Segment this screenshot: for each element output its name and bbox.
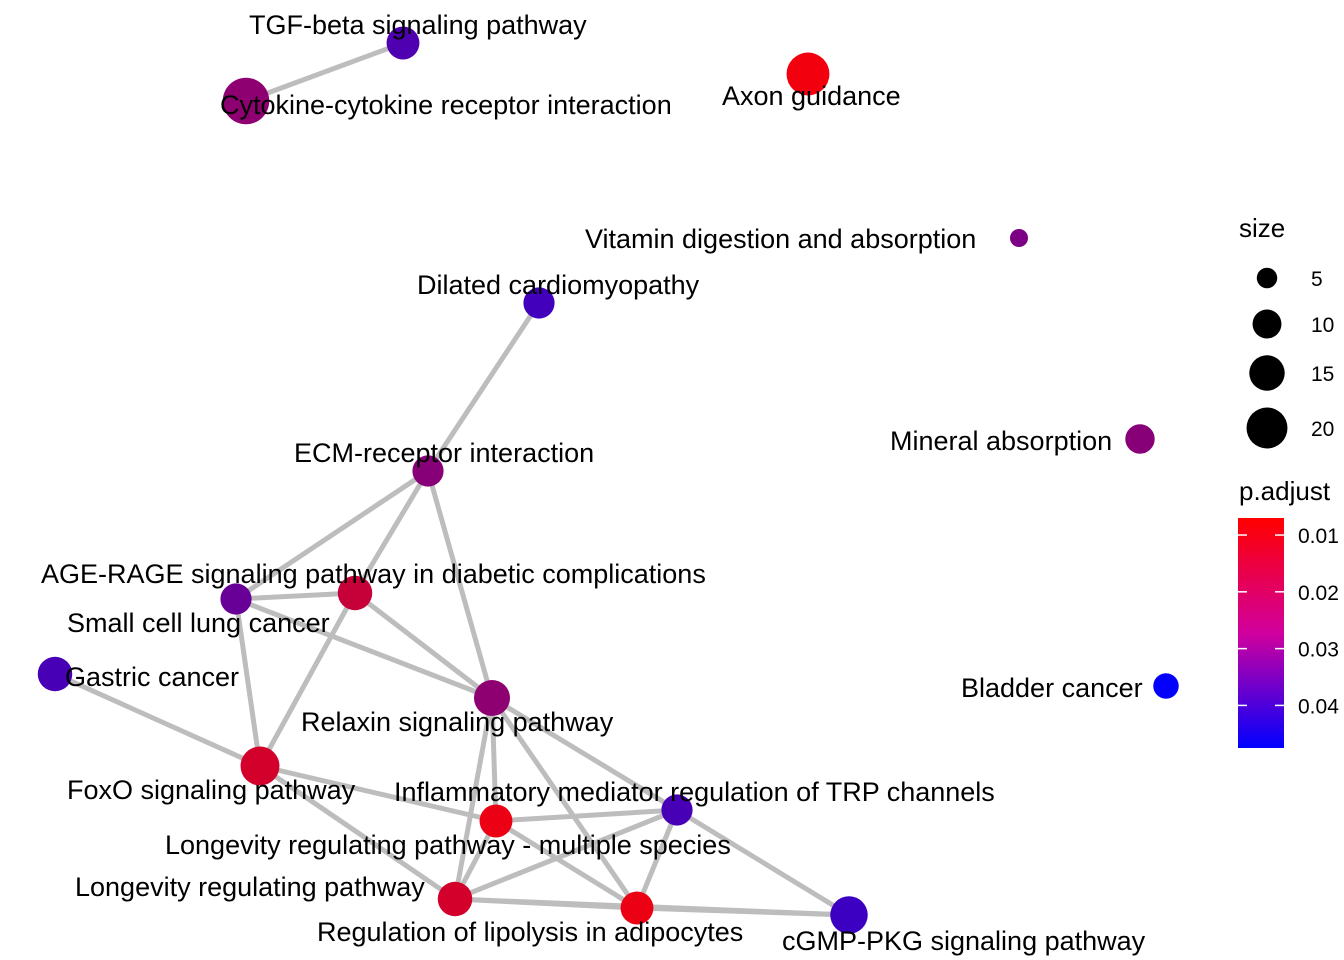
color-tick-label-0.02: 0.02 <box>1298 582 1339 605</box>
color-legend-ticks: 0.01 0.02 0.03 0.04 <box>1238 525 1339 718</box>
node-label-dilated: Dilated cardiomyopathy <box>417 270 700 300</box>
edge-longmulti-inflam <box>493 807 680 824</box>
node-mineral[interactable] <box>1125 424 1155 454</box>
node-layer <box>37 26 1179 934</box>
edge-ecm-smallcell <box>233 468 431 602</box>
node-cgmp[interactable] <box>830 896 868 934</box>
color-bar <box>1238 518 1284 748</box>
node-vitamin[interactable] <box>1009 228 1029 248</box>
edge-relaxin-inflam <box>489 695 680 813</box>
edge-inflam-longevity <box>452 807 680 902</box>
node-inflam[interactable] <box>661 794 693 826</box>
legend: size 5 10 15 20 p.adjust 0.01 0.02 0.03 0.04 <box>1238 213 1339 748</box>
edge-inflam-cgmp <box>674 807 852 918</box>
node-label-gastric: Gastric cancer <box>65 662 239 692</box>
size-legend-label-15: 15 <box>1311 363 1334 386</box>
node-label-tgf: TGF-beta signaling pathway <box>249 10 587 40</box>
edge-relaxin-longevity <box>452 695 495 902</box>
size-legend-dot-15 <box>1249 355 1285 391</box>
node-label-ecm: ECM-receptor interaction <box>294 438 594 468</box>
node-lipolysis[interactable] <box>620 891 654 925</box>
edge-age-relaxin <box>352 590 495 701</box>
node-longmulti[interactable] <box>479 804 513 838</box>
color-tick-label-0.03: 0.03 <box>1298 639 1339 662</box>
size-legend-label-20: 20 <box>1311 418 1334 441</box>
edge-gastric-foxo <box>52 671 263 769</box>
size-legend-label-5: 5 <box>1311 268 1323 291</box>
edge-foxo-longmulti <box>257 763 499 824</box>
edge-age-foxo <box>257 590 358 769</box>
node-label-axon: Axon guidance <box>722 81 901 111</box>
node-smallcell[interactable] <box>220 583 252 615</box>
node-relaxin[interactable] <box>473 679 511 717</box>
edge-foxo-longevity <box>257 763 458 902</box>
node-dilated[interactable] <box>523 287 555 319</box>
node-age[interactable] <box>337 575 373 611</box>
node-label-smallcell: Small cell lung cancer <box>67 608 330 638</box>
color-legend-title: p.adjust <box>1239 476 1331 506</box>
edge-smallcell-relaxin <box>233 596 495 701</box>
node-label-cgmp: cGMP-PKG signaling pathway <box>782 926 1146 956</box>
node-label-age: AGE-RAGE signaling pathway in diabetic c… <box>41 559 706 589</box>
node-label-longmulti: Longevity regulating pathway - multiple … <box>165 830 731 860</box>
node-label-foxo: FoxO signaling pathway <box>67 775 356 805</box>
node-label-lipolysis: Regulation of lipolysis in adipocytes <box>317 917 743 947</box>
node-foxo[interactable] <box>240 746 280 786</box>
node-label-relaxin: Relaxin signaling pathway <box>301 707 614 737</box>
size-legend-dot-10 <box>1252 309 1282 339</box>
node-label-inflam: Inflammatory mediator regulation of TRP … <box>394 777 995 807</box>
edge-dilated-ecm <box>425 300 542 474</box>
node-label-mineral: Mineral absorption <box>890 426 1112 456</box>
size-legend-label-10: 10 <box>1311 314 1334 337</box>
edge-lipolysis-cgmp <box>634 905 852 918</box>
node-cytokine[interactable] <box>222 77 270 125</box>
edge-tgf-cytokine <box>243 40 406 104</box>
node-bladder[interactable] <box>1153 673 1179 699</box>
edge-inflam-lipolysis <box>634 807 680 911</box>
node-label-vitamin: Vitamin digestion and absorption <box>585 224 976 254</box>
node-ecm[interactable] <box>412 455 444 487</box>
node-axon[interactable] <box>786 52 830 96</box>
node-longevity[interactable] <box>437 881 473 917</box>
node-tgf[interactable] <box>386 26 420 60</box>
color-tick-label-0.01: 0.01 <box>1298 525 1339 548</box>
edge-smallcell-age <box>233 590 358 602</box>
edge-relaxin-longmulti <box>489 695 499 824</box>
edge-longmulti-lipolysis <box>493 818 640 911</box>
edge-ecm-relaxin <box>425 468 495 701</box>
edge-smallcell-foxo <box>233 596 263 769</box>
node-label-bladder: Bladder cancer <box>961 673 1143 703</box>
edge-relaxin-lipolysis <box>489 695 640 911</box>
edge-ecm-age <box>352 468 431 596</box>
size-legend-dot-5 <box>1256 267 1278 289</box>
node-gastric[interactable] <box>37 656 73 692</box>
color-tick-label-0.04: 0.04 <box>1298 695 1339 718</box>
node-label-cytokine: Cytokine-cytokine receptor interaction <box>220 90 672 120</box>
size-legend: 5 10 15 20 <box>1246 267 1334 449</box>
size-legend-title: size <box>1239 213 1285 243</box>
node-label-longevity: Longevity regulating pathway <box>75 872 425 902</box>
size-legend-dot-20 <box>1246 407 1288 449</box>
label-layer: TGF-beta signaling pathway Cytokine-cytok… <box>41 10 1146 956</box>
